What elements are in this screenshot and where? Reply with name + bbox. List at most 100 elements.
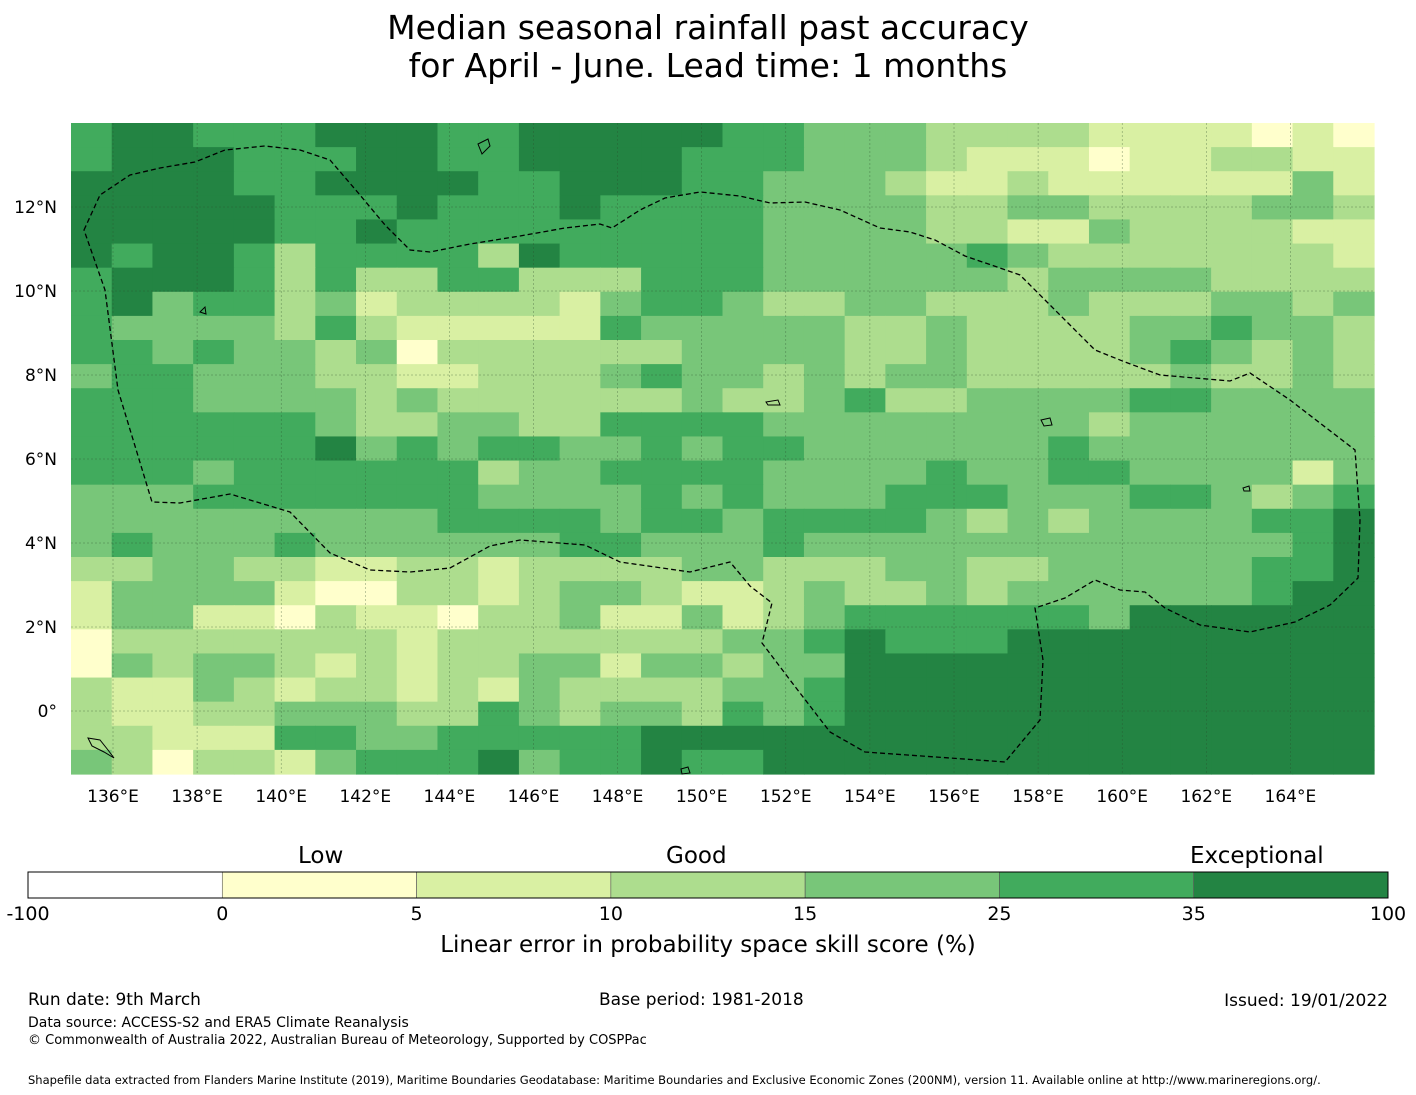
grid-cell (478, 653, 520, 679)
grid-cell (1170, 581, 1212, 606)
grid-cell (1251, 484, 1294, 510)
grid-cell (844, 532, 886, 558)
grid-cell (1211, 677, 1253, 703)
grid-cell (152, 219, 194, 245)
grid-cell (763, 291, 805, 317)
grid-cell (1048, 460, 1090, 486)
grid-cell (518, 195, 561, 221)
grid-cell (1048, 340, 1090, 365)
grid-cell (1007, 605, 1049, 630)
islands (87, 138, 1251, 775)
colorbar: -100 0 5 10 15 25 35 100 (6, 871, 1406, 925)
grid-cell (1170, 195, 1212, 221)
grid-cell (1007, 147, 1049, 172)
grid-cell (1333, 412, 1375, 438)
grid-cell (1048, 557, 1090, 582)
grid-cell (1211, 147, 1253, 172)
grid-cell (315, 581, 357, 606)
grid-cell (315, 557, 357, 582)
grid-cell (681, 291, 724, 317)
grid-cell (1048, 195, 1090, 221)
grid-cell (111, 267, 154, 293)
colorbar-tick-label: 5 (411, 903, 423, 925)
grid-cell (763, 243, 805, 269)
grid-cell (315, 267, 357, 293)
grid-cell (681, 653, 724, 679)
grid-cell (1251, 147, 1294, 172)
grid-cell (966, 653, 1009, 679)
grid-cell (1088, 219, 1131, 245)
grid-cell (356, 749, 398, 775)
grid-cell (763, 460, 805, 486)
grid-cell (1007, 267, 1049, 293)
grid-cell (885, 364, 927, 389)
grid-cell (763, 749, 805, 775)
grid-cell (111, 581, 154, 606)
grid-cell (681, 701, 724, 727)
grid-cell (1333, 219, 1375, 245)
grid-cell (396, 388, 439, 413)
grid-cell (1292, 219, 1334, 245)
grid-cell (926, 605, 968, 630)
grid-cell (600, 267, 642, 293)
grid-cell (1251, 291, 1294, 317)
grid-cell (1211, 460, 1253, 486)
grid-cell (1048, 532, 1090, 558)
grid-cell (356, 340, 398, 365)
grid-cell (641, 557, 683, 582)
grid-cell (1292, 171, 1334, 196)
grid-cell (315, 340, 357, 365)
grid-cell (559, 219, 601, 245)
grid-cell (478, 412, 520, 438)
grid-cell (844, 677, 886, 703)
grid-cell (1333, 267, 1375, 293)
grid-cell (803, 532, 846, 558)
grid-cell (1007, 749, 1049, 775)
grid-cell (233, 195, 276, 221)
grid-cell (233, 557, 276, 582)
grid-cell (152, 436, 194, 462)
grid-cell (152, 460, 194, 486)
colorbar-segment (27, 871, 223, 899)
grid-cell (722, 677, 764, 703)
grid-cell (71, 243, 113, 269)
grid-cell (1211, 749, 1253, 775)
grid-cell (152, 388, 194, 413)
grid-cell (885, 653, 927, 679)
grid-cell (681, 412, 724, 438)
colorbar-category-exceptional: Exceptional (1190, 843, 1324, 869)
grid-cell (315, 147, 357, 172)
grid-cell (315, 195, 357, 221)
grid-cell (274, 364, 316, 389)
grid-cell (71, 388, 113, 413)
grid-cell (1292, 243, 1334, 269)
grid-cell (803, 484, 846, 510)
grid-cell (926, 388, 968, 413)
grid-cell (641, 219, 683, 245)
grid-cell (1292, 701, 1334, 727)
grid-cell (885, 147, 927, 172)
grid-cell (641, 532, 683, 558)
grid-cell (803, 195, 846, 221)
grid-cell (518, 219, 561, 245)
grid-cell (193, 557, 235, 582)
grid-cell (71, 701, 113, 727)
grid-cell (844, 147, 886, 172)
grid-cell (1170, 677, 1212, 703)
grid-cell (193, 243, 235, 269)
grid-cell (803, 460, 846, 486)
grid-cell (926, 123, 968, 148)
grid-cell (71, 171, 113, 196)
grid-cell (1007, 243, 1049, 269)
grid-cell (926, 436, 968, 462)
grid-cell (1129, 532, 1172, 558)
grid-cell (111, 123, 154, 148)
grid-cell (803, 605, 846, 630)
grid-cell (478, 460, 520, 486)
grid-cell (966, 460, 1009, 486)
grid-cell (844, 412, 886, 438)
grid-cell (437, 171, 479, 196)
grid-cell (600, 581, 642, 606)
grid-cell (274, 147, 316, 172)
grid-cell (722, 364, 764, 389)
